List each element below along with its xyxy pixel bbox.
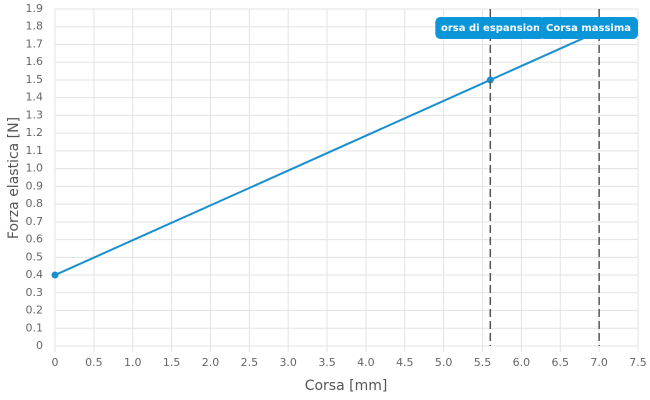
annotation-label: Corsa di espansione (434, 23, 548, 34)
x-tick-label: 1.5 (163, 356, 181, 369)
y-tick-label: 1.3 (26, 108, 44, 121)
y-tick-label: 0.1 (26, 321, 44, 334)
x-tick-label: 4.5 (396, 356, 414, 369)
annotation-label: Corsa massima (546, 23, 631, 34)
y-tick-label: 0.7 (26, 215, 44, 228)
y-tick-label: 1.0 (26, 162, 44, 175)
x-tick-label: 4.0 (357, 356, 375, 369)
y-tick-label: 0.4 (26, 268, 44, 281)
x-tick-label: 1.0 (124, 356, 142, 369)
y-tick-label: 0.3 (26, 286, 44, 299)
data-point (486, 76, 494, 84)
y-tick-label: 1.8 (26, 20, 44, 33)
y-tick-label: 1.7 (26, 37, 44, 50)
annotation: Corsa di espansione (434, 17, 548, 39)
x-tick-label: 3.5 (318, 356, 336, 369)
x-tick-label: 5.5 (474, 356, 492, 369)
y-tick-label: 1.9 (26, 2, 44, 15)
x-tick-label: 0 (52, 356, 59, 369)
x-tick-label: 5.0 (435, 356, 453, 369)
y-tick-label: 0.2 (26, 304, 44, 317)
x-tick-label: 7.5 (629, 356, 647, 369)
y-tick-label: 1.4 (26, 91, 44, 104)
y-tick-label: 1.2 (26, 126, 44, 139)
y-tick-label: 0.8 (26, 197, 44, 210)
y-tick-label: 1.6 (26, 55, 44, 68)
data-point (51, 271, 59, 279)
y-tick-label: 0.5 (26, 250, 44, 263)
x-tick-label: 6.5 (552, 356, 570, 369)
y-tick-label: 0.6 (26, 233, 44, 246)
x-tick-label: 7.0 (590, 356, 608, 369)
x-tick-label: 3.0 (279, 356, 297, 369)
x-axis-title: Corsa [mm] (305, 378, 388, 394)
x-tick-label: 2.0 (202, 356, 220, 369)
y-tick-label: 1.5 (26, 73, 44, 86)
y-tick-label: 0 (36, 339, 43, 352)
y-tick-label: 1.1 (26, 144, 44, 157)
y-axis-title: Forza elastica [N] (6, 117, 22, 239)
x-tick-label: 2.5 (241, 356, 259, 369)
annotation-box (435, 17, 546, 39)
x-tick-label: 6.0 (513, 356, 531, 369)
annotation: Corsa massima (539, 17, 638, 39)
annotation-box (539, 17, 638, 39)
y-tick-label: 0.9 (26, 179, 44, 192)
x-tick-label: 0.5 (85, 356, 103, 369)
